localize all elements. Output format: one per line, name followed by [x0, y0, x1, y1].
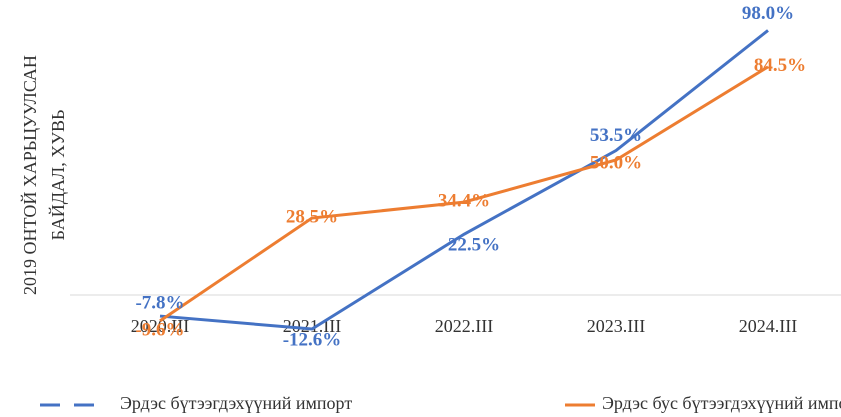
- y-axis-label: БАЙДАЛ, ХУВЬ: [48, 110, 68, 241]
- legend-label: Эрдэс бүтээгдэхүүний импорт: [120, 393, 352, 413]
- data-label: 22.5%: [448, 235, 500, 256]
- data-label: 84.5%: [754, 55, 806, 76]
- data-label: 28.5%: [286, 206, 338, 227]
- legend-label: Эрдэс бус бүтээгдэхүүний импорт: [602, 393, 841, 413]
- data-label: 50.0%: [590, 152, 642, 173]
- series-line: [159, 29, 769, 331]
- y-axis-label: 2019 ОНТОЙ ХАРЬЦУУЛСАН: [20, 55, 40, 295]
- series-line: [159, 65, 769, 323]
- data-label: -7.8%: [135, 292, 184, 313]
- data-label: 53.5%: [590, 125, 642, 146]
- data-label: -9.6%: [135, 319, 184, 340]
- x-tick-label: 2024.III: [739, 316, 797, 336]
- x-tick-label: 2023.III: [587, 316, 645, 336]
- data-label: -12.6%: [283, 329, 342, 350]
- x-tick-label: 2022.III: [435, 316, 493, 336]
- data-label: 98.0%: [742, 3, 794, 24]
- x-tick-label: 2020.III: [131, 316, 189, 336]
- data-label: 34.4%: [438, 190, 490, 211]
